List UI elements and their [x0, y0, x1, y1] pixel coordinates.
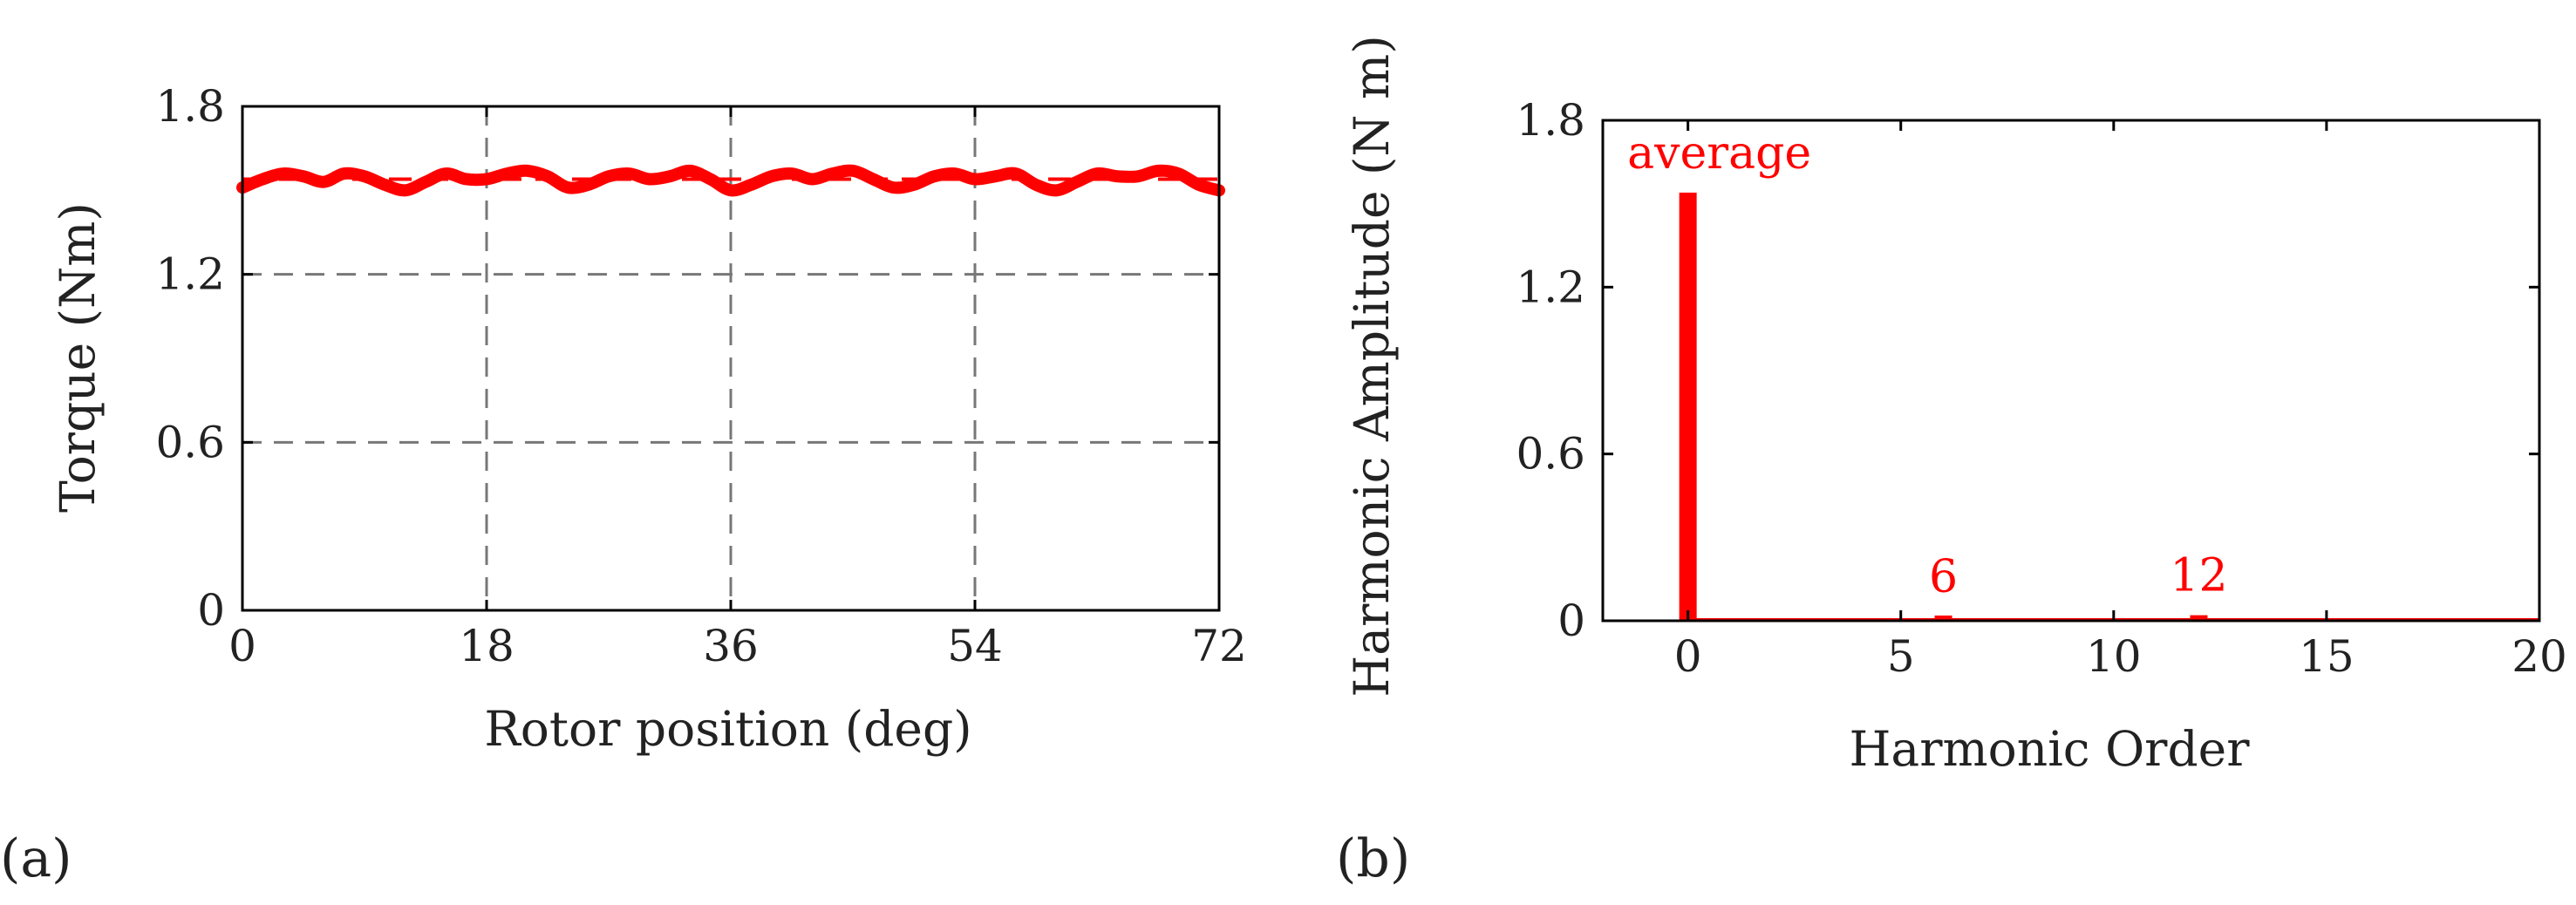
chart-b-annotation-label: 12	[2170, 550, 2227, 602]
chart-a-x-tick-label: 36	[703, 621, 759, 671]
chart-b-harmonic-spectrum: 0 5 10 15 20 0 0.6 1.2 1.8 average 6 12 Harmonic …	[1336, 35, 2567, 889]
chart-a-x-tick-label: 72	[1191, 621, 1247, 671]
chart-b-x-tick-label: 5	[1887, 631, 1915, 682]
chart-b-bar	[1679, 192, 1697, 621]
chart-a-x-tick-label: 18	[459, 621, 515, 671]
chart-b-plot-frame	[1601, 119, 2541, 623]
chart-b-x-tick-label: 15	[2299, 631, 2355, 682]
chart-b-y-tick-label: 1.2	[1516, 262, 1585, 312]
chart-b-x-ticks: 0 5 10 15 20	[1674, 120, 2567, 682]
chart-a-torque-vs-rotor-position: 0 18 36 54 72 0 0.6 1.2 1.8 Rotor position (deg…	[0, 81, 1247, 889]
chart-a-series	[236, 164, 1225, 197]
panel-a-label: (a)	[0, 828, 72, 889]
chart-b-y-tick-label: 1.8	[1516, 95, 1585, 146]
chart-b-annotation-label: 6	[1929, 551, 1958, 603]
chart-b-bar	[2190, 615, 2208, 621]
chart-b-x-tick-label: 10	[2086, 631, 2142, 682]
chart-a-y-ticks: 0 0.6 1.2 1.8	[155, 81, 1219, 636]
chart-a-x-axis-label: Rotor position (deg)	[484, 701, 971, 757]
chart-b-bar	[1934, 616, 1952, 621]
chart-a-torque-line	[236, 164, 1225, 197]
chart-b-bars	[1679, 192, 2539, 621]
chart-a-x-tick-label: 54	[947, 621, 1003, 671]
chart-b-y-ticks: 0 0.6 1.2 1.8	[1516, 95, 2539, 646]
chart-a-y-tick-label: 1.8	[155, 81, 225, 132]
chart-a-y-tick-label: 1.2	[155, 249, 225, 300]
panel-b-label: (b)	[1336, 828, 1410, 889]
chart-b-annotation-label: average	[1627, 127, 1811, 180]
chart-a-y-tick-label: 0.6	[155, 417, 225, 467]
chart-b-y-tick-label: 0.6	[1516, 429, 1585, 480]
chart-a-y-axis-label: Torque (Nm)	[50, 202, 106, 513]
chart-b-x-axis-label: Harmonic Order	[1849, 721, 2250, 777]
chart-b-x-tick-label: 20	[2511, 631, 2567, 682]
chart-b-y-tick-label: 0	[1557, 595, 1585, 646]
chart-a-x-tick-label: 0	[228, 621, 256, 671]
chart-a-y-tick-label: 0	[197, 585, 225, 636]
chart-b-x-tick-label: 0	[1674, 631, 1702, 682]
chart-a-x-ticks: 0 18 36 54 72	[228, 106, 1247, 671]
chart-a-grid	[242, 106, 1219, 610]
chart-b-y-axis-label: Harmonic Amplitude (N m)	[1344, 35, 1400, 697]
chart-b-annotations: average 6 12	[1627, 127, 2227, 603]
